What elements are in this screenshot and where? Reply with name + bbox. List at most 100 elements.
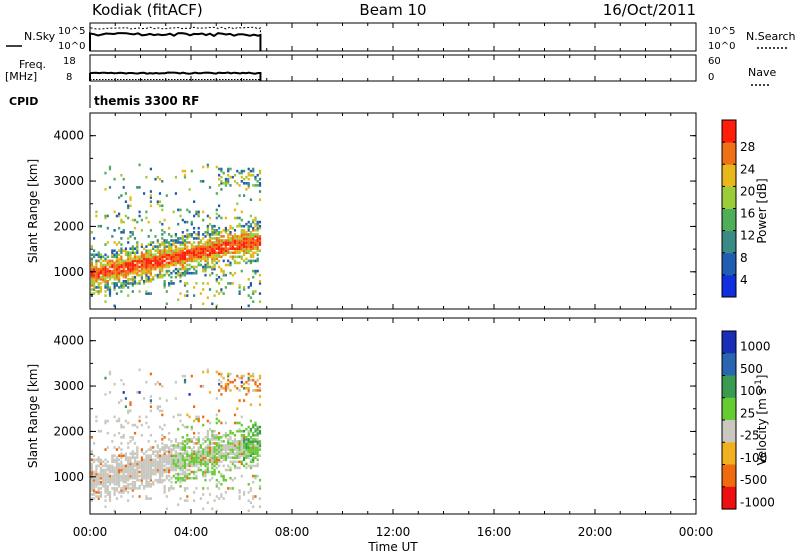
power-cell	[245, 237, 248, 240]
velocity-cell	[181, 440, 184, 443]
power-cell	[238, 251, 241, 254]
velocity-cell	[231, 478, 234, 482]
velocity-cell	[136, 452, 139, 455]
velocity-cell	[138, 415, 141, 419]
velocity-cell	[186, 413, 189, 417]
power-cell	[227, 182, 230, 185]
velocity-cell	[138, 485, 141, 488]
velocity-cell	[133, 476, 137, 480]
power-cell	[258, 300, 262, 303]
velocity-cell	[165, 399, 168, 402]
power-cell	[177, 251, 180, 254]
velocity-cell	[213, 499, 216, 502]
velocity-cell	[229, 442, 232, 445]
power-cell	[199, 251, 202, 254]
velocity-cell	[179, 456, 182, 459]
power-cell	[111, 273, 114, 277]
power-cell	[138, 186, 141, 189]
power-cell	[233, 233, 237, 236]
velocity-cell	[154, 440, 157, 443]
velocity-cell	[193, 446, 196, 449]
power-cell	[252, 226, 255, 230]
power-cell	[140, 271, 143, 275]
power-cell	[136, 220, 139, 224]
velocity-cell	[183, 446, 187, 449]
velocity-cell	[111, 458, 114, 462]
velocity-cell	[156, 478, 159, 482]
power-cell	[129, 271, 132, 275]
velocity-cell	[236, 466, 239, 470]
velocity-cell	[208, 450, 212, 453]
power-cell	[170, 280, 173, 283]
velocity-cell	[90, 474, 93, 478]
velocity-cell	[95, 478, 98, 482]
power-cell	[170, 247, 173, 250]
power-cell	[149, 200, 152, 203]
power-cell	[254, 251, 257, 254]
velocity-cell	[215, 450, 218, 453]
power-cell	[97, 286, 100, 289]
velocity-cell	[179, 497, 182, 500]
velocity-cell	[233, 434, 237, 437]
power-cell	[149, 229, 152, 232]
velocity-cell	[145, 485, 148, 488]
power-cell	[158, 204, 162, 208]
velocity-cell	[120, 442, 123, 445]
power-cell	[124, 214, 127, 218]
power-cell	[113, 278, 116, 281]
velocity-cell	[118, 491, 121, 494]
power-cell	[90, 271, 93, 275]
velocity-cell	[143, 470, 146, 474]
power-cell	[140, 261, 143, 265]
power-cell	[249, 284, 252, 287]
power-cell	[258, 241, 262, 244]
velocity-cell	[190, 454, 193, 457]
power-cell	[99, 278, 102, 281]
velocity-cell	[104, 483, 107, 486]
velocity-cell	[211, 476, 214, 480]
power-cell	[152, 259, 155, 263]
power-cell	[222, 239, 225, 242]
velocity-cell	[258, 497, 262, 500]
velocity-cell	[211, 434, 214, 437]
power-cell	[186, 259, 189, 263]
power-cell	[213, 233, 216, 236]
power-cell	[127, 294, 130, 297]
velocity-cell	[147, 454, 150, 457]
power-cell	[238, 247, 241, 250]
power-cell	[158, 220, 162, 224]
velocity-cell	[211, 454, 214, 457]
power-cell	[95, 275, 98, 279]
velocity-cell	[258, 374, 262, 378]
velocity-cell	[168, 456, 171, 459]
velocity-cell	[127, 460, 130, 464]
velocity-cell	[179, 468, 182, 472]
power-cell	[249, 237, 252, 240]
velocity-cell	[213, 434, 216, 437]
power-cell	[249, 239, 252, 242]
velocity-cell	[224, 446, 227, 449]
velocity-cell	[118, 446, 121, 449]
velocity-cell	[122, 489, 125, 492]
power-cell	[213, 251, 216, 254]
power-cell	[124, 251, 127, 254]
power-cell	[122, 273, 125, 277]
velocity-cell	[99, 472, 102, 476]
power-cell	[177, 273, 180, 277]
power-cell	[95, 210, 98, 214]
velocity-cell	[122, 478, 125, 482]
power-cell	[258, 282, 262, 285]
power-cell	[179, 208, 182, 212]
power-cell	[183, 253, 187, 257]
power-cell	[215, 165, 218, 169]
velocity-cell	[252, 458, 255, 462]
velocity-cell	[247, 452, 250, 455]
velocity-cell	[104, 485, 107, 488]
colorbar-swatch	[722, 186, 736, 209]
velocity-cell	[254, 380, 257, 384]
velocity-cell	[165, 450, 168, 453]
velocity-cell	[140, 466, 143, 470]
velocity-cell	[152, 462, 155, 466]
velocity-cbar-tick: 100	[740, 384, 763, 398]
velocity-cell	[154, 450, 157, 453]
